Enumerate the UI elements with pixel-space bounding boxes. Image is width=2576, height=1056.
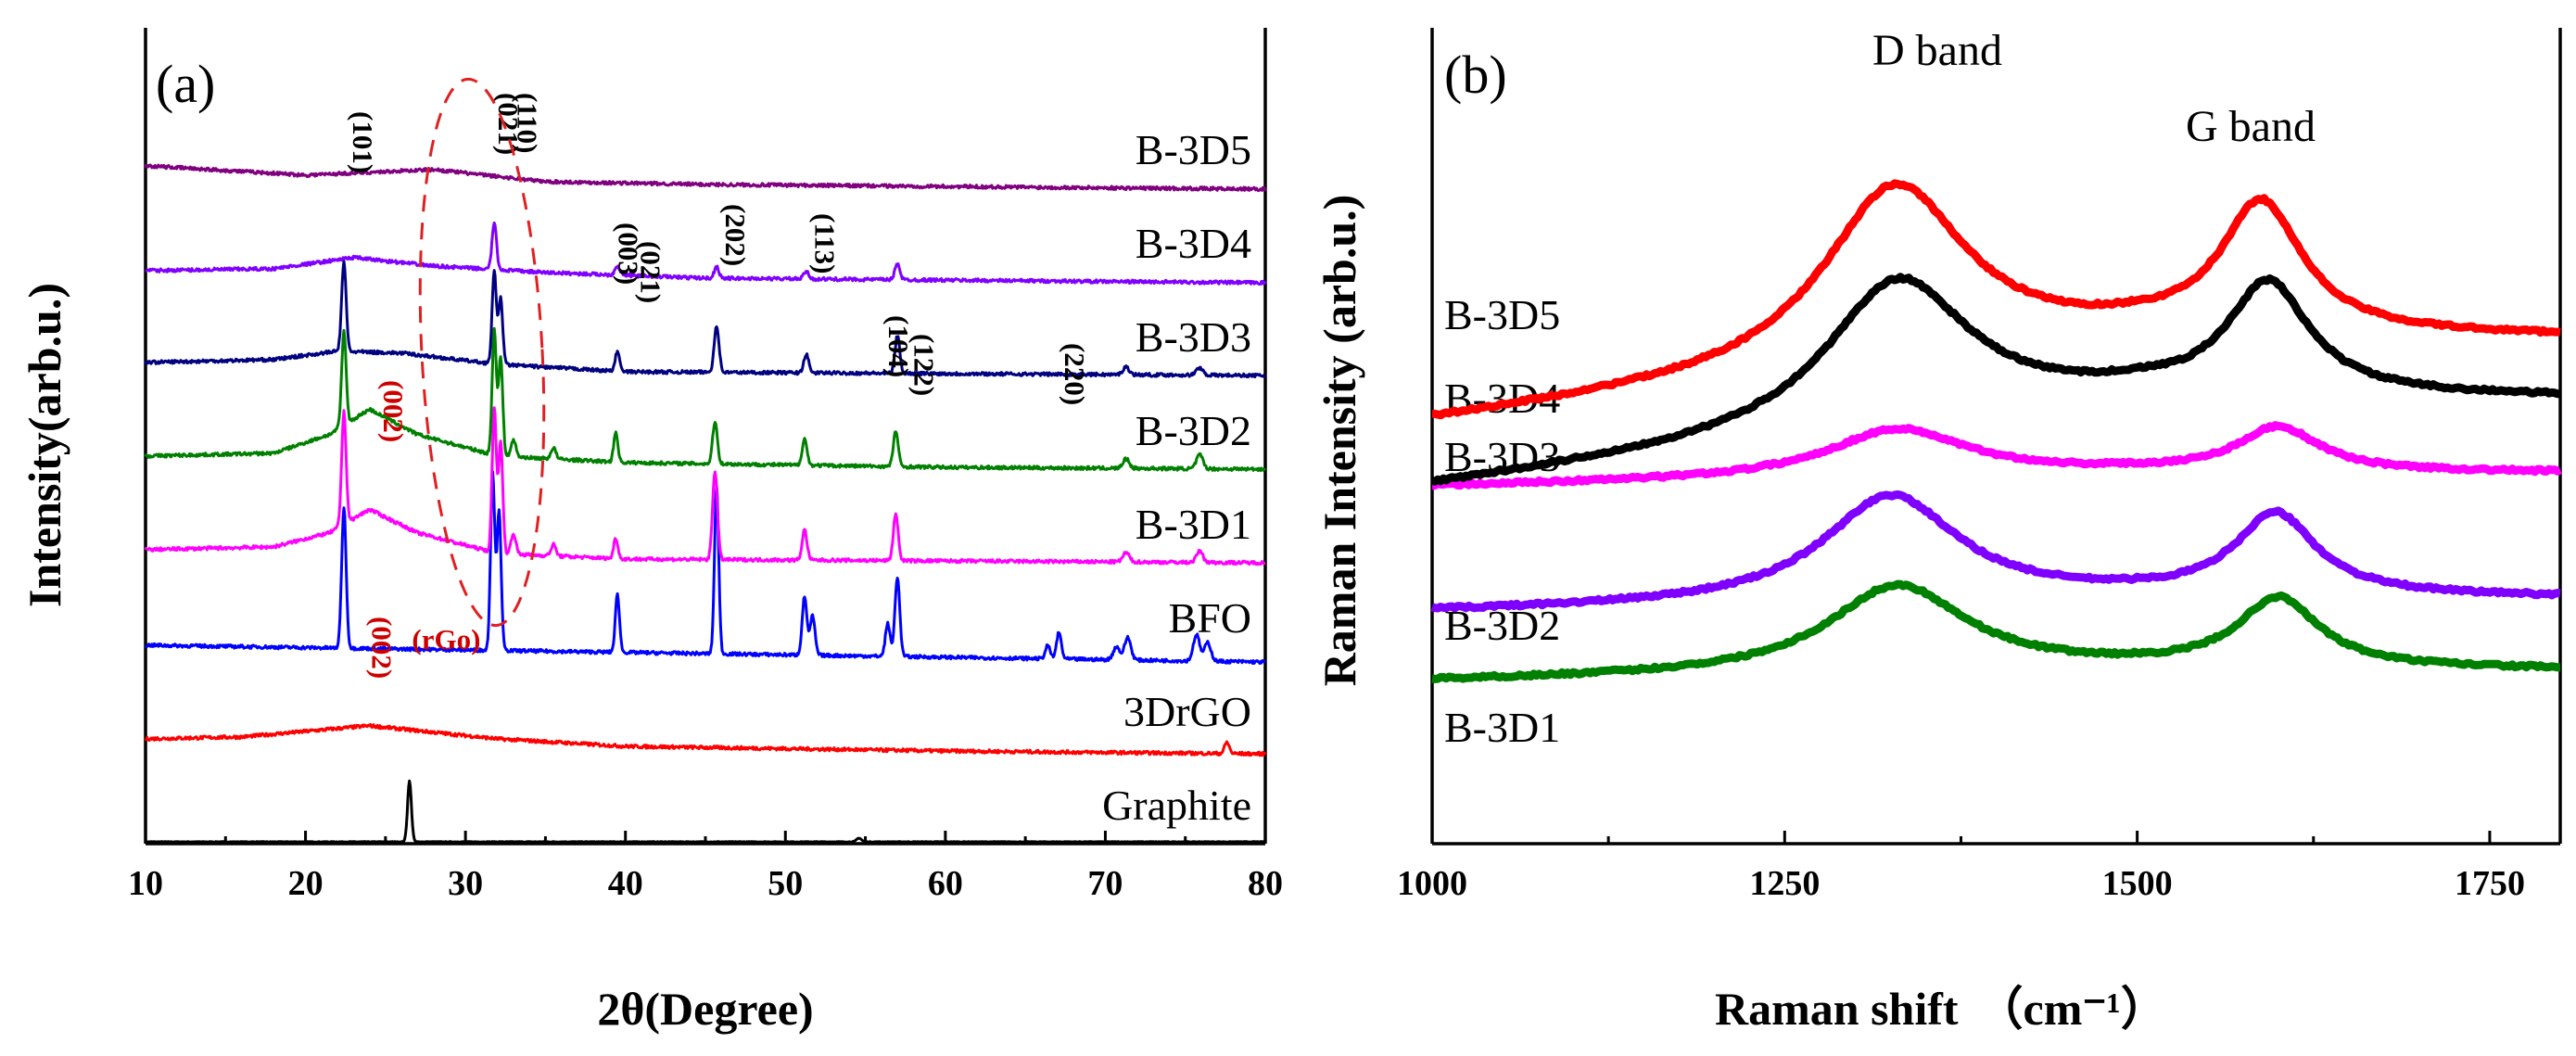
d-band-label: D band: [1872, 26, 2002, 75]
x-tick-label: 60: [928, 864, 963, 903]
peak-index-label: (202): [719, 204, 752, 266]
peak-index-label: (002): [377, 380, 410, 442]
panel-a: 10 20 30 40 50 60 70 80 Graphite 3DrGO BFO B-3D1 B-…: [19, 28, 1283, 1035]
series-label-b-3d2: B-3D2: [1444, 602, 1560, 649]
peak-index-label: (101): [347, 111, 379, 173]
x-tick-label: 1750: [2455, 864, 2525, 903]
raman-curve-b-3d2: [1430, 490, 2562, 613]
peak-index-label: (122): [908, 334, 941, 396]
series-label-b-3d1: B-3D1: [1444, 704, 1560, 751]
raman-curve-b-3d1: [1430, 579, 2562, 683]
xrd-curve-b-3d5: [144, 163, 1267, 193]
series-label-graphite: Graphite: [1102, 782, 1251, 829]
peak-index-label: (021): [635, 241, 667, 303]
series-label-3drgo: 3DrGO: [1123, 688, 1251, 735]
xrd-curve-bfo: [144, 470, 1266, 666]
x-tick-label: 40: [608, 864, 643, 903]
peak-index-label: (003): [612, 223, 644, 285]
panel-b-x-title: Raman shift （cm⁻¹）: [1715, 983, 2167, 1035]
peak-index-label: (002): [366, 617, 399, 679]
raman-curve-b-3d3: [1430, 421, 2562, 490]
panel-b-y-title: Raman Intensity (arb.u.): [1313, 195, 1365, 687]
panel-b-x-unit: （cm⁻¹）: [1977, 983, 2167, 1035]
x-tick-label: 1500: [2102, 864, 2173, 903]
panel-b-ticks: 1000 1250 1500 1750: [1397, 831, 2525, 903]
panel-a-y-title: Intensity(arb.u.): [19, 283, 70, 607]
xrd-curve-3drgo: [144, 722, 1267, 757]
raman-curve-b-3d4: [1430, 273, 2562, 486]
highlight-ellipse: [418, 77, 546, 628]
xrd-curve-b-3d1: [144, 406, 1266, 566]
x-tick-label: 1000: [1397, 864, 1467, 903]
series-label-b-3d4: B-3D4: [1136, 220, 1251, 267]
panel-b: 1000 1250 1500 1750 B-3D1B-3D2B-3D3B-3D4B-3…: [1313, 26, 2562, 1035]
series-label-b-3d1: B-3D1: [1136, 501, 1251, 548]
peak-index-label: (rGo): [412, 623, 480, 655]
xrd-curve-b-3d3: [144, 260, 1267, 379]
peak-index-label: (021): [492, 93, 525, 155]
x-tick-label: 70: [1087, 864, 1123, 903]
series-label-b-3d5: B-3D5: [1444, 291, 1560, 338]
g-band-label: G band: [2186, 102, 2316, 151]
panel-a-ticks: 10 20 30 40 50 60 70 80: [128, 831, 1283, 903]
peak-index-label: (104): [882, 315, 915, 377]
xrd-curve-b-3d2: [144, 326, 1267, 473]
x-tick-label: 80: [1248, 864, 1283, 903]
x-tick-label: 50: [768, 864, 803, 903]
series-label-b-3d2: B-3D2: [1136, 407, 1251, 454]
peak-index-label: (113): [809, 213, 842, 274]
xrd-curve-graphite: [145, 779, 1266, 844]
x-tick-label: 30: [448, 864, 483, 903]
panel-a-curves: Graphite 3DrGO BFO B-3D1 B-3D2 B-3D3 B-3D4 B-3D…: [144, 126, 1267, 844]
x-tick-label: 20: [288, 864, 324, 903]
panel-a-x-title: 2θ(Degree): [597, 983, 813, 1035]
panel-a-label: (a): [156, 54, 215, 114]
peak-index-label: (220): [1059, 343, 1091, 405]
xrd-curve-b-3d4: [145, 221, 1267, 286]
series-label-b-3d5: B-3D5: [1136, 126, 1251, 173]
peak-index-label: (110): [512, 93, 544, 153]
series-label-bfo: BFO: [1169, 594, 1251, 642]
panel-b-x-title-text: Raman shift: [1715, 983, 1959, 1035]
x-tick-label: 1250: [1749, 864, 1820, 903]
raman-curve-b-3d5: [1430, 179, 2562, 420]
series-label-b-3d3: B-3D3: [1136, 313, 1251, 361]
x-tick-label: 10: [128, 864, 163, 903]
panel-b-label: (b): [1444, 45, 1507, 105]
panel-a-annotations: (101) (021)(110)(003)(021)(202) (113)(104)…: [347, 93, 1091, 679]
